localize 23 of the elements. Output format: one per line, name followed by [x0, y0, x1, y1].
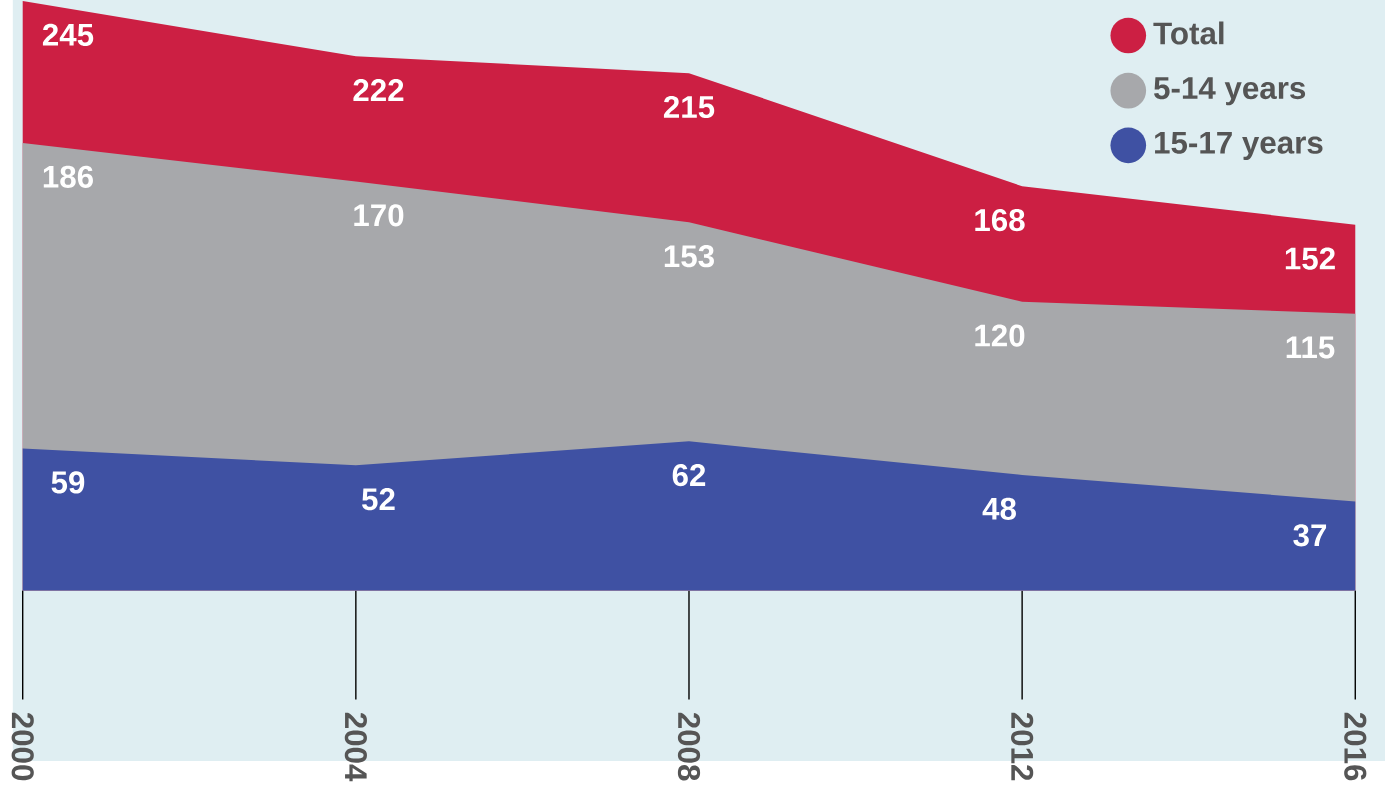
- data-label: 168: [975, 208, 1025, 232]
- x-tick-label: 2012: [1011, 712, 1034, 781]
- data-label: 186: [43, 165, 93, 188]
- data-label: 62: [672, 463, 706, 487]
- data-label: 152: [1285, 247, 1335, 270]
- x-tick-label: 2016: [1344, 712, 1367, 781]
- legend-label: Total: [1153, 21, 1224, 45]
- x-tick-label: 2004: [344, 712, 367, 782]
- data-label: 222: [353, 79, 404, 101]
- x-tick-label: 2000: [11, 712, 34, 781]
- data-label: 215: [663, 95, 715, 119]
- data-label: 120: [975, 324, 1025, 347]
- data-label: 37: [1293, 524, 1327, 547]
- data-label: 59: [51, 471, 85, 494]
- data-label: 48: [982, 497, 1016, 520]
- legend-label: 15-17 years: [1155, 131, 1323, 160]
- data-label: 170: [354, 204, 404, 227]
- legend-label: 5-14 years: [1154, 77, 1306, 106]
- data-label: 115: [1286, 336, 1335, 359]
- x-tick-label: 2008: [677, 712, 701, 781]
- data-label: 52: [362, 488, 395, 511]
- data-label: 245: [42, 23, 94, 46]
- data-label: 153: [664, 245, 714, 268]
